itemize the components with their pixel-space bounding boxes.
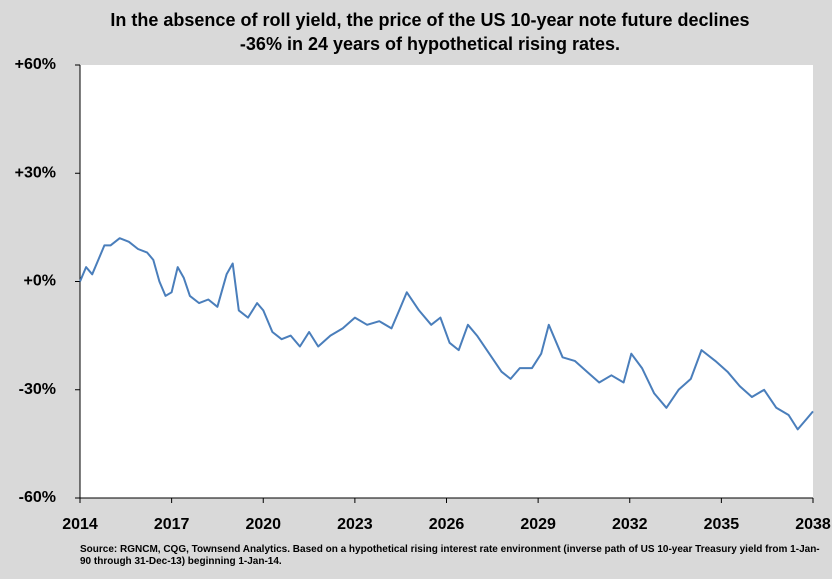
y-tick-label: -30%: [19, 381, 56, 398]
x-tick-label: 2023: [337, 516, 373, 533]
chart-title: In the absence of roll yield, the price …: [110, 10, 750, 54]
x-tick-label: 2020: [245, 516, 281, 533]
y-tick-label: +0%: [24, 273, 56, 290]
price-line: [79, 237, 814, 431]
y-tick-label: +30%: [15, 164, 56, 181]
x-tick-label: 2014: [62, 516, 98, 533]
x-tick-label: 2017: [154, 516, 190, 533]
source-note: Source: RGNCM, CQG, Townsend Analytics. …: [80, 544, 820, 567]
x-tick-label: 2038: [795, 516, 831, 533]
y-tick-label: -60%: [19, 489, 56, 506]
y-tick-label: +60%: [15, 56, 56, 73]
x-tick-label: 2032: [612, 516, 648, 533]
plot-area: [80, 65, 813, 498]
x-tick-label: 2035: [704, 516, 740, 533]
x-tick-label: 2026: [429, 516, 465, 533]
x-tick-label: 2029: [520, 516, 556, 533]
